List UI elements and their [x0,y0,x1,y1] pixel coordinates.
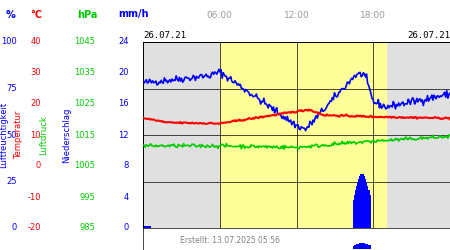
Bar [354,195,356,228]
Bar [143,226,145,228]
Text: 0: 0 [11,224,17,232]
Text: 995: 995 [79,192,95,202]
Bar [363,243,364,249]
Text: 0: 0 [36,162,41,170]
Text: 06:00: 06:00 [207,11,233,20]
Bar [360,176,361,228]
Bar [144,226,146,228]
Text: 20: 20 [30,100,41,108]
Text: 1015: 1015 [74,130,95,140]
Bar [355,190,357,228]
Bar [358,244,360,249]
Text: 24: 24 [118,38,129,46]
Bar [145,226,147,228]
Text: mm/h: mm/h [119,10,149,20]
Bar [148,226,149,228]
Text: 18:00: 18:00 [360,11,386,20]
Text: 26.07.21: 26.07.21 [143,31,186,40]
Text: 0: 0 [123,224,129,232]
Text: %: % [6,10,15,20]
Text: 40: 40 [30,38,41,46]
Text: hPa: hPa [77,10,98,20]
Bar [364,243,365,249]
Text: Luftdruck: Luftdruck [40,115,49,155]
Text: 1045: 1045 [74,38,95,46]
Bar [360,243,361,249]
Text: 30: 30 [30,68,41,78]
Text: Temperatur: Temperatur [14,111,23,159]
Bar [147,226,148,228]
Bar [364,178,366,228]
Text: Luftfeuchtigkeit: Luftfeuchtigkeit [0,102,8,168]
Text: 4: 4 [123,192,129,202]
Bar [220,42,386,228]
Bar [369,246,370,249]
Bar [150,226,151,228]
Bar [353,200,355,228]
Bar [356,186,358,228]
Text: 20: 20 [118,68,129,78]
Bar [355,245,357,249]
Text: Niederschlag: Niederschlag [62,107,71,163]
Text: °C: °C [30,10,42,20]
Bar [358,178,360,228]
Bar [142,226,144,228]
Text: -10: -10 [27,192,41,202]
Bar [354,246,356,249]
Text: 50: 50 [6,130,17,140]
Bar [368,190,369,228]
Text: 985: 985 [79,224,95,232]
Bar [360,174,362,228]
Text: 8: 8 [123,162,129,170]
Text: 100: 100 [1,38,17,46]
Text: 10: 10 [30,130,41,140]
Bar [148,226,150,228]
Text: 1025: 1025 [74,100,95,108]
Text: 26.07.21: 26.07.21 [407,31,450,40]
Text: Erstellt: 13.07.2025 05:56: Erstellt: 13.07.2025 05:56 [180,236,280,244]
Bar [363,174,364,228]
Bar [357,244,359,249]
Bar [361,243,363,249]
Text: 16: 16 [118,100,129,108]
Text: 12:00: 12:00 [284,11,310,20]
Bar [369,195,370,228]
Bar [360,243,362,249]
Bar [364,176,365,228]
Bar [368,245,369,249]
Bar [357,182,359,228]
Bar [364,244,366,249]
Text: 75: 75 [6,84,17,93]
Text: -20: -20 [27,224,41,232]
Bar [356,244,358,249]
Bar [367,186,369,228]
Bar [361,174,363,228]
Text: 1035: 1035 [74,68,95,78]
Bar [353,246,355,249]
Bar [367,244,369,249]
Text: 12: 12 [118,130,129,140]
Text: 1005: 1005 [74,162,95,170]
Text: 25: 25 [6,177,17,186]
Bar [366,182,367,228]
Bar [366,244,367,249]
